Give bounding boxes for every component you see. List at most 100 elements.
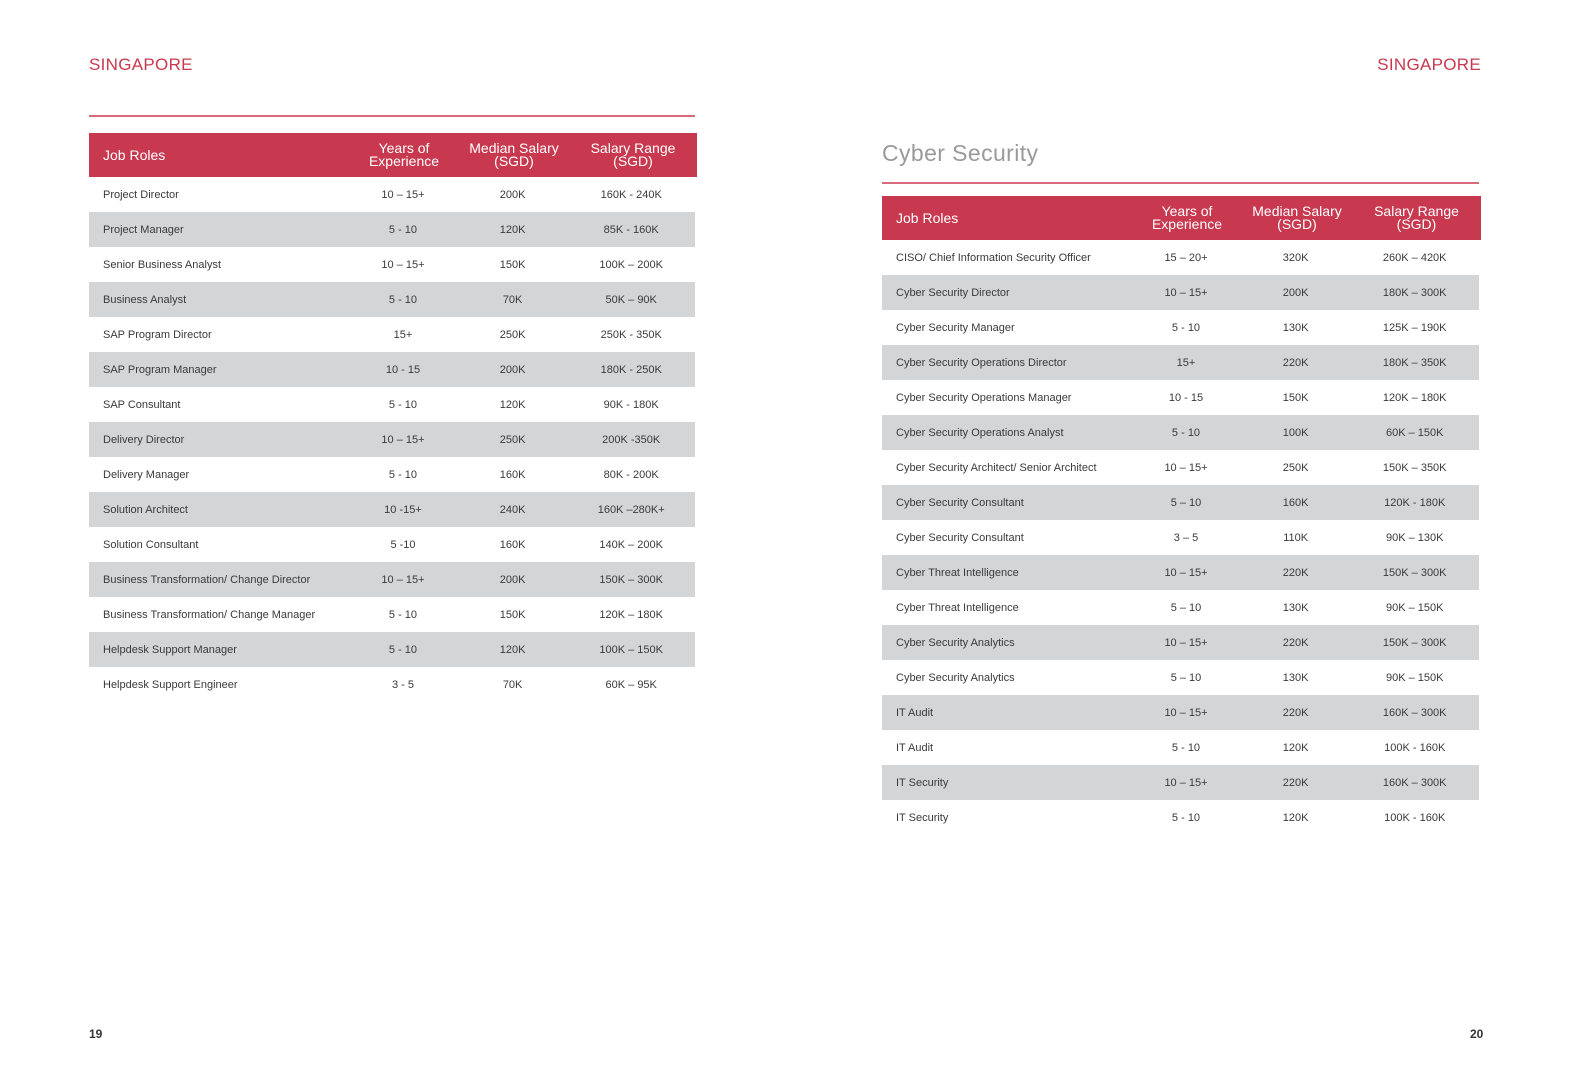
job-role-cell: IT Audit [896, 706, 934, 719]
median-salary-cell: 220K [1282, 636, 1309, 649]
experience-cell: 5 - 10 [1171, 811, 1201, 824]
salary-range-cell: 100K – 150K [599, 643, 664, 656]
median-salary-cell: 200K [1282, 286, 1309, 299]
median-salary-cell: 200K [499, 363, 526, 376]
salary-range-cell: 150K – 300K [599, 573, 664, 586]
experience-cell: 15 – 20+ [1164, 251, 1208, 264]
median-salary-cell: 220K [1282, 776, 1309, 789]
job-role-cell: IT Security [896, 776, 949, 789]
table-row: Cyber Security Operations Director 15+ 220… [882, 345, 1479, 380]
job-role-cell: Cyber Security Director [896, 286, 1010, 299]
job-role-cell: Cyber Threat Intelligence [896, 566, 1019, 579]
experience-cell: 10 – 15+ [1164, 776, 1208, 789]
median-salary-cell: 130K [1282, 321, 1309, 334]
table-row: Business Transformation/ Change Director… [89, 562, 695, 597]
job-role-cell: Cyber Security Consultant [896, 496, 1024, 509]
salary-range-cell: 60K – 95K [605, 678, 657, 691]
experience-cell: 5 – 10 [1170, 671, 1202, 684]
header-salary-range: Salary Range (SGD) [590, 140, 676, 169]
experience-cell: 5 - 10 [388, 398, 418, 411]
experience-cell: 5 - 10 [388, 468, 418, 481]
job-role-cell: Cyber Threat Intelligence [896, 601, 1019, 614]
region-label: SINGAPORE [89, 55, 193, 74]
job-role-cell: SAP Consultant [103, 398, 181, 411]
salary-range-cell: 180K – 350K [1382, 356, 1447, 369]
job-role-cell: CISO/ Chief Information Security Officer [896, 251, 1091, 264]
salary-range-cell: 160K – 300K [1382, 706, 1447, 719]
median-salary-cell: 70K [502, 678, 523, 691]
salary-range-cell: 100K – 200K [599, 258, 664, 271]
experience-cell: 10 - 15 [1168, 391, 1204, 404]
page-number: 20 [1470, 1027, 1484, 1041]
salary-range-cell: 50K – 90K [605, 293, 657, 306]
job-role-cell: Delivery Manager [103, 468, 190, 481]
salary-range-cell: 140K – 200K [599, 538, 664, 551]
median-salary-cell: 220K [1282, 706, 1309, 719]
job-role-cell: SAP Program Manager [103, 363, 217, 376]
job-role-cell: Senior Business Analyst [103, 258, 222, 271]
divider [89, 115, 695, 117]
job-role-cell: Business Analyst [103, 293, 187, 306]
median-salary-cell: 100K [1282, 426, 1309, 439]
median-salary-cell: 120K [499, 398, 526, 411]
table-row: Business Analyst 5 - 10 70K 50K – 90K [89, 282, 695, 317]
table-row: Helpdesk Support Engineer 3 - 5 70K 60K – 9… [89, 667, 695, 702]
salary-range-cell: 60K – 150K [1385, 426, 1444, 439]
salary-range-cell: 260K – 420K [1382, 251, 1447, 264]
salary-range-cell: 160K - 240K [600, 188, 662, 201]
experience-cell: 10 – 15+ [381, 573, 425, 586]
salary-table-cyber-security: Job Roles Years of Experience Median Sala… [882, 196, 1481, 835]
median-salary-cell: 150K [499, 608, 526, 621]
table-row: Delivery Director 10 – 15+ 250K 200K -350K [89, 422, 695, 457]
job-role-cell: IT Security [896, 811, 949, 824]
table-row: SAP Program Manager 10 - 15 200K 180K - 250… [89, 352, 695, 387]
job-role-cell: Cyber Security Operations Manager [896, 391, 1072, 404]
job-role-cell: Cyber Security Operations Analyst [896, 426, 1064, 439]
table-row: Cyber Security Architect/ Senior Archite… [882, 450, 1479, 485]
region-label: SINGAPORE [1377, 55, 1481, 74]
experience-cell: 5 - 10 [388, 293, 418, 306]
salary-range-cell: 120K – 180K [1382, 391, 1447, 404]
median-salary-cell: 250K [499, 433, 526, 446]
median-salary-cell: 150K [499, 258, 526, 271]
table-row: Cyber Security Operations Analyst 5 - 10 1… [882, 415, 1479, 450]
job-role-cell: Solution Consultant [103, 538, 199, 551]
salary-range-cell: 180K - 250K [600, 363, 662, 376]
experience-cell: 3 - 5 [391, 678, 414, 691]
experience-cell: 10 – 15+ [1164, 566, 1208, 579]
table-header: Job Roles Years of Experience Median Sala… [89, 133, 697, 177]
median-salary-cell: 130K [1282, 671, 1309, 684]
table-row: Helpdesk Support Manager 5 - 10 120K 100K –… [89, 632, 695, 667]
experience-cell: 10 – 15+ [381, 258, 425, 271]
table-row: IT Audit 10 – 15+ 220K 160K – 300K [882, 695, 1479, 730]
salary-range-cell: 160K –280K+ [597, 503, 665, 516]
salary-range-cell: 100K - 160K [1384, 811, 1446, 824]
job-role-cell: Helpdesk Support Manager [103, 643, 237, 656]
job-role-cell: Business Transformation/ Change Director [103, 573, 311, 586]
table-header: Job Roles Years of Experience Median Sala… [882, 196, 1481, 240]
median-salary-cell: 70K [502, 293, 523, 306]
salary-table-general: Job Roles Years of Experience Median Sala… [89, 133, 697, 702]
median-salary-cell: 120K [1282, 811, 1309, 824]
table-body: CISO/ Chief Information Security Officer… [882, 240, 1479, 835]
table-row: SAP Program Director 15+ 250K 250K - 350K [89, 317, 695, 352]
experience-cell: 10 – 15+ [381, 433, 425, 446]
header-years-experience: Years of Experience [1151, 203, 1223, 232]
median-salary-cell: 220K [1282, 356, 1309, 369]
header-median-salary: Median Salary (SGD) [1252, 203, 1342, 232]
salary-range-cell: 160K – 300K [1382, 776, 1447, 789]
experience-cell: 5 - 10 [1171, 426, 1201, 439]
experience-cell: 5 – 10 [1170, 496, 1202, 509]
table-row: CISO/ Chief Information Security Officer… [882, 240, 1479, 275]
table-body: Project Director 10 – 15+ 200K 160K - 240K P… [89, 177, 695, 702]
salary-range-cell: 150K – 300K [1382, 566, 1447, 579]
salary-range-cell: 90K – 130K [1385, 531, 1444, 544]
salary-range-cell: 90K - 180K [603, 398, 659, 411]
experience-cell: 10 -15+ [384, 503, 422, 516]
salary-range-cell: 120K – 180K [599, 608, 664, 621]
salary-range-cell: 125K – 190K [1382, 321, 1447, 334]
table-row: Cyber Threat Intelligence 10 – 15+ 220K 150… [882, 555, 1479, 590]
median-salary-cell: 120K [499, 643, 526, 656]
experience-cell: 5 - 10 [1171, 741, 1201, 754]
median-salary-cell: 130K [1282, 601, 1309, 614]
